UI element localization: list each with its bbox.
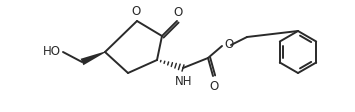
Text: O: O (209, 79, 219, 92)
Text: O: O (224, 38, 233, 51)
Text: HO: HO (43, 45, 61, 58)
Polygon shape (81, 52, 105, 66)
Text: NH: NH (175, 74, 193, 87)
Text: O: O (173, 6, 182, 19)
Text: O: O (131, 5, 141, 18)
